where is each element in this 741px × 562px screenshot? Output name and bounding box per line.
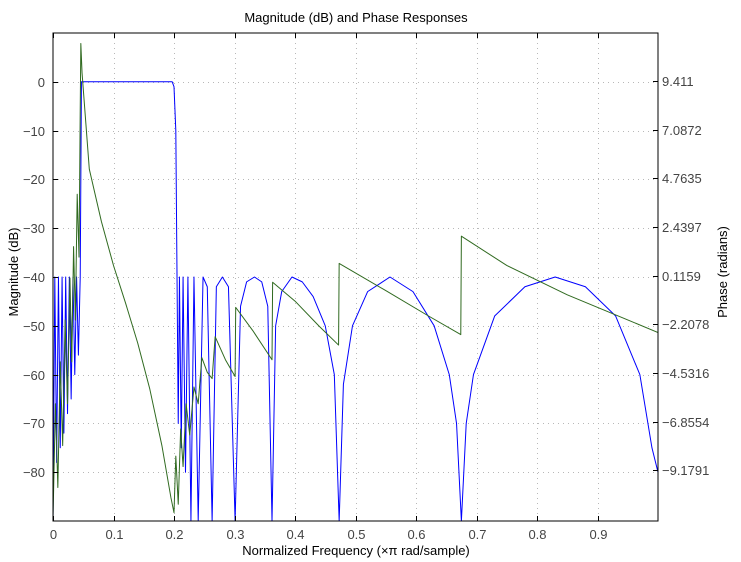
x-tick-label: 0 [50,527,57,542]
left-tick-label: −60 [23,368,45,383]
right-tick-label: −9.1791 [662,463,709,478]
x-tick-label: 0.4 [286,527,304,542]
left-tick-label: 0 [38,75,45,90]
right-tick-label: 0.1159 [662,269,701,284]
right-tick-label: 2.4397 [662,220,702,235]
right-tick-label: 4.7635 [662,171,702,186]
x-tick-label: 0.1 [105,527,123,542]
chart-title: Magnitude (dB) and Phase Responses [244,10,468,25]
x-tick-label: 0.7 [468,527,486,542]
x-tick-label: 0.8 [528,527,546,542]
right-tick-label: −4.5316 [662,366,709,381]
right-tick-label: −2.2078 [662,317,709,332]
series-line-phase [53,42,658,519]
right-tick-label: 9.411 [662,74,694,89]
x-tick-label: 0.5 [347,527,365,542]
left-tick-label: −50 [23,319,45,334]
left-tick-label: −30 [23,221,45,236]
x-tick-label: 0.3 [226,527,244,542]
left-tick-label: −10 [23,124,45,139]
x-axis-label: Normalized Frequency (×π rad/sample) [242,543,470,558]
right-axis-label: Phase (radians) [715,226,730,318]
x-tick-label: 0.6 [407,527,425,542]
left-axis-label: Magnitude (dB) [6,228,21,317]
x-tick-label: 0.2 [165,527,183,542]
series-layer [53,42,658,521]
left-tick-label: −40 [23,270,45,285]
right-tick-label: 7.0872 [662,123,702,138]
grid [53,33,658,521]
left-tick-label: −80 [23,465,45,480]
x-tick-label: 0.9 [589,527,607,542]
series-line-magnitude [53,81,658,521]
left-tick-label: −20 [23,172,45,187]
plot-area: 0 0.1 0.2 0.3 0.4 0.5 0.6 0.7 0.8 0.9 0 −10 −20 −30 −4… [23,32,709,542]
left-tick-label: −70 [23,416,45,431]
right-tick-label: −6.8554 [662,415,709,430]
ticks: 0 0.1 0.2 0.3 0.4 0.5 0.6 0.7 0.8 0.9 0 −10 −20 −30 −4… [23,33,709,542]
